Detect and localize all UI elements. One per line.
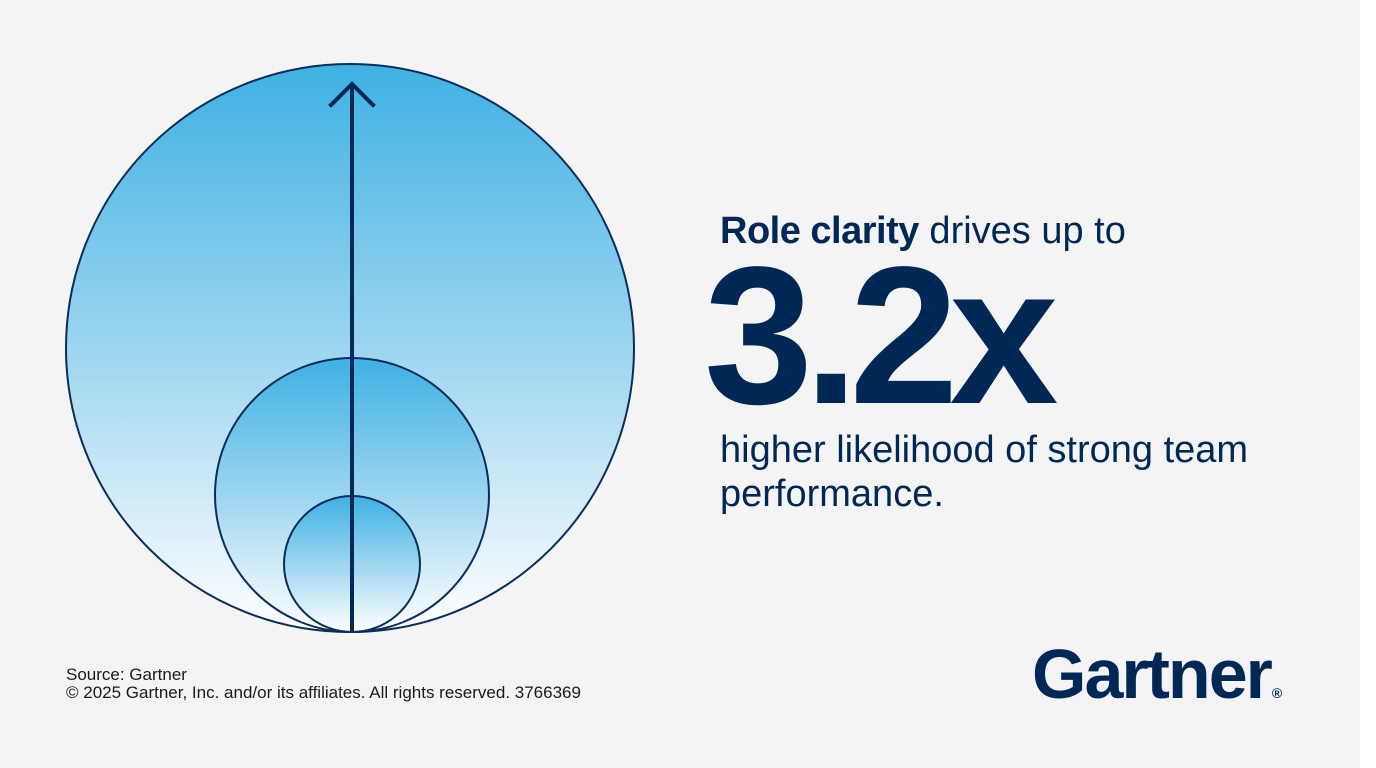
stat-value: 3.2x [704,226,1058,445]
footer-credits: Source: Gartner © 2025 Gartner, Inc. and… [66,666,581,702]
source-line: Source: Gartner [66,665,187,684]
copyright-line: © 2025 Gartner, Inc. and/or its affiliat… [66,683,581,702]
growth-arrow-icon [328,81,376,632]
registered-mark: ® [1271,685,1283,701]
headline: Role clarity drives up to [720,208,1126,254]
headline-emphasis: Role clarity [720,210,919,252]
stat-caption: higher likelihood of strong team perform… [720,429,1249,515]
nested-circles-graphic [65,63,635,633]
logo-text: Gartner [1032,635,1273,713]
headline-rest: drives up to [918,210,1126,252]
gartner-logo: Gartner® [1032,634,1282,733]
